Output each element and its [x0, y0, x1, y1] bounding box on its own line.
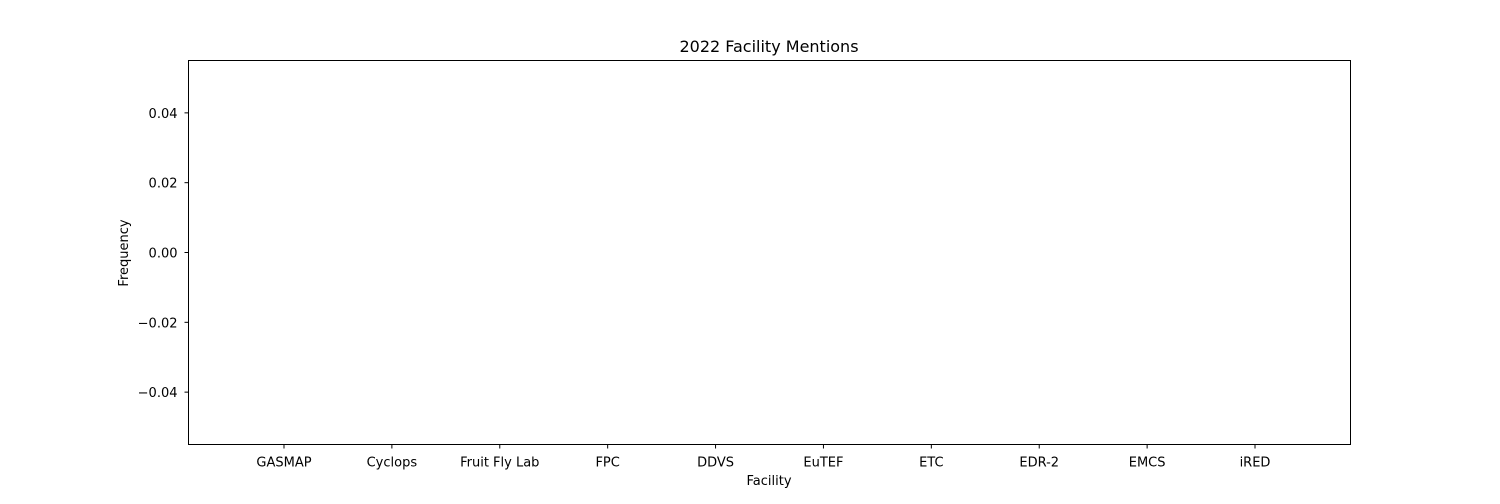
x-axis-ticks: GASMAP Cyclops Fruit Fly Lab FPC DDVS EuTEF ET… [256, 444, 1271, 471]
y-tick-label: −0.04 [138, 386, 178, 401]
x-tick-label: GASMAP [256, 456, 311, 471]
x-axis-label: Facility [746, 474, 791, 489]
y-tick-label: −0.02 [138, 316, 178, 331]
x-tick-label: DDVS [697, 456, 734, 471]
y-tick-label: 0.02 [149, 177, 178, 192]
x-tick-label: EMCS [1129, 456, 1166, 471]
y-axis-label: Frequency [117, 219, 132, 286]
x-tick-label: iRED [1240, 456, 1271, 471]
x-tick-label: ETC [919, 456, 943, 471]
x-tick-label: EDR-2 [1019, 456, 1059, 471]
y-tick-label: 0.04 [149, 107, 178, 122]
x-tick-label: Fruit Fly Lab [460, 456, 539, 471]
chart-title: 2022 Facility Mentions [679, 37, 858, 56]
y-tick-label: 0.00 [149, 247, 178, 262]
plot-area-frame [188, 60, 1351, 445]
x-tick-label: Cyclops [367, 456, 418, 471]
x-tick-label: EuTEF [803, 456, 843, 471]
x-tick-label: FPC [595, 456, 619, 471]
y-axis-ticks: 0.04 0.02 0.00 −0.02 −0.04 [138, 107, 189, 401]
